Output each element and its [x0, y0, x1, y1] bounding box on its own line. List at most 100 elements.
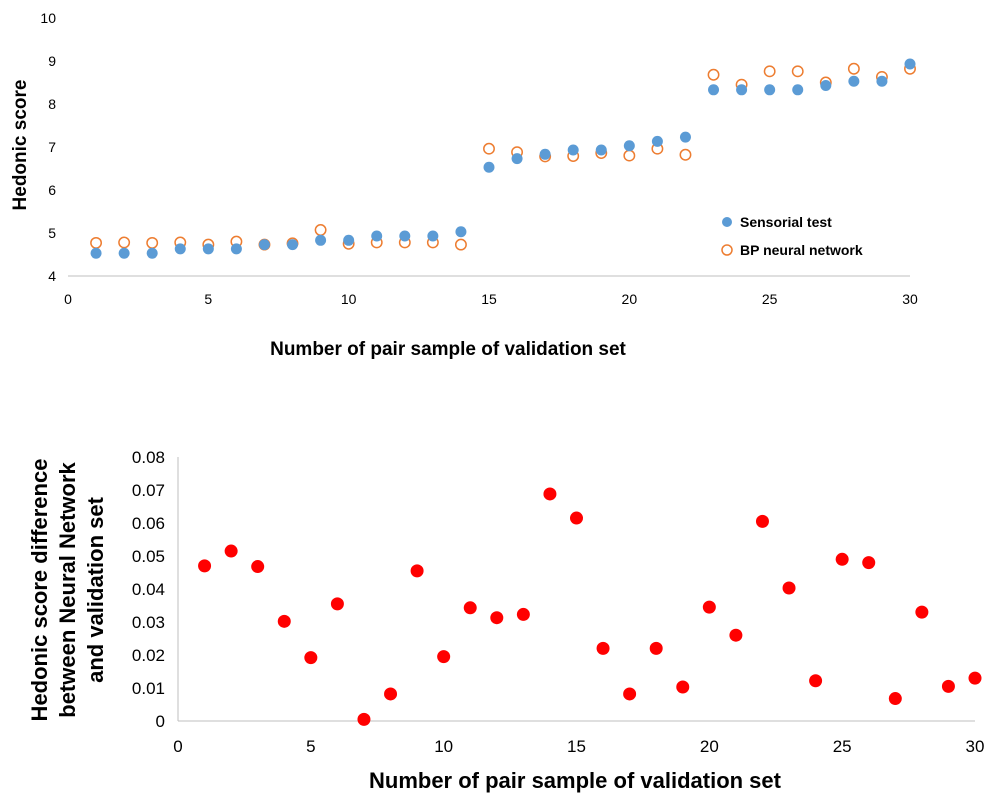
sensorial-test-point [511, 153, 523, 165]
sensorial-test-point [455, 226, 467, 238]
chart2-y-tick-label: 0.02 [132, 646, 165, 665]
chart-score-difference: 0 5 10 15 20 25 30 0 0.01 0.02 0.03 0.04 0.05 0.06 0.… [27, 448, 984, 793]
chart1-y-tick-label: 7 [48, 139, 56, 155]
difference-point [224, 544, 238, 558]
difference-point [357, 712, 371, 726]
chart2-x-ticks: 0 5 10 15 20 25 30 [173, 737, 984, 756]
chart2-y-tick-label: 0.07 [132, 481, 165, 500]
chart1-y-tick-label: 10 [40, 10, 56, 26]
legend-marker-bp-neural-network [721, 244, 733, 256]
sensorial-test-point [315, 234, 327, 246]
bp-neural-network-point [707, 68, 720, 81]
chart2-y-tick-label: 0.04 [132, 580, 165, 599]
chart2-y-axis-title-line-2: between Neural Network [55, 461, 80, 717]
bp-neural-network-point [623, 149, 636, 162]
difference-point [623, 687, 637, 701]
difference-point [198, 559, 212, 573]
chart2-x-axis-title: Number of pair sample of validation set [369, 768, 782, 793]
sensorial-test-point [258, 239, 270, 251]
difference-point [676, 680, 690, 694]
bp-neural-network-point [90, 236, 103, 249]
difference-point [463, 601, 477, 615]
chart1-y-ticks: 4 5 6 7 8 9 10 [40, 10, 56, 284]
sensorial-test-point [876, 75, 888, 87]
difference-point [915, 605, 929, 619]
sensorial-test-point [539, 148, 551, 160]
sensorial-test-point [343, 234, 355, 246]
chart-hedonic-score: 0 5 10 15 20 25 30 4 5 6 7 8 9 10 Number of pair sam… [10, 10, 918, 360]
chart1-legend: Sensorial test BP neural network [721, 214, 863, 258]
chart1-y-tick-label: 8 [48, 96, 56, 112]
chart1-x-axis-title: Number of pair sample of validation set [270, 339, 626, 360]
sensorial-test-point [708, 84, 720, 96]
chart1-y-tick-label: 4 [48, 268, 56, 284]
chart2-y-axis-title: Hedonic score difference between Neural … [27, 459, 108, 722]
bp-neural-network-point [791, 65, 804, 78]
bp-neural-network-point [679, 148, 692, 161]
sensorial-test-point [287, 239, 299, 251]
sensorial-test-point [736, 84, 748, 96]
sensorial-test-point [118, 247, 130, 259]
chart2-x-tick-label: 30 [966, 737, 985, 756]
bp-neural-network-point [118, 236, 131, 249]
difference-point [516, 607, 530, 621]
bp-neural-network-point [314, 224, 327, 236]
sensorial-test-point [567, 144, 579, 156]
sensorial-test-point [146, 247, 158, 259]
chart2-x-tick-label: 15 [567, 737, 586, 756]
bp-neural-network-point [146, 236, 159, 249]
difference-point [862, 556, 876, 570]
chart1-y-axis-title: Hedonic score [10, 80, 31, 211]
difference-point [968, 671, 982, 685]
difference-point [649, 641, 663, 655]
sensorial-test-point [651, 135, 663, 147]
difference-point [835, 552, 849, 566]
difference-point [729, 628, 743, 642]
bp-neural-network-point [763, 65, 776, 78]
chart1-series-sensorial-test [90, 58, 916, 259]
chart1-y-tick-label: 6 [48, 182, 56, 198]
chart1-x-tick-label: 25 [762, 291, 778, 307]
chart2-series-difference [198, 487, 982, 726]
sensorial-test-point [820, 80, 832, 92]
sensorial-test-point [399, 230, 411, 242]
chart1-y-tick-label: 9 [48, 53, 56, 69]
sensorial-test-point [904, 58, 916, 70]
difference-point [570, 511, 583, 525]
chart2-x-tick-label: 5 [306, 737, 315, 756]
difference-point [277, 614, 291, 628]
bp-neural-network-point [847, 62, 860, 75]
difference-point [888, 692, 902, 706]
legend-label-bp-neural-network: BP neural network [740, 242, 863, 258]
sensorial-test-point [623, 140, 635, 152]
difference-point [251, 560, 265, 574]
sensorial-test-point [595, 144, 607, 156]
sensorial-test-point [174, 243, 186, 255]
sensorial-test-point [483, 161, 495, 173]
difference-point [755, 514, 769, 528]
chart2-x-tick-label: 25 [833, 737, 852, 756]
chart2-y-tick-label: 0.03 [132, 613, 165, 632]
difference-point [543, 487, 557, 501]
chart1-x-tick-label: 5 [204, 291, 212, 307]
sensorial-test-point [848, 75, 860, 87]
chart1-x-tick-label: 15 [481, 291, 497, 307]
bp-neural-network-point [454, 238, 467, 251]
sensorial-test-point [792, 84, 804, 96]
chart2-y-tick-label: 0.08 [132, 448, 165, 467]
sensorial-test-point [230, 243, 242, 255]
difference-point [702, 600, 716, 614]
chart2-x-tick-label: 20 [700, 737, 719, 756]
chart1-x-tick-label: 20 [622, 291, 638, 307]
chart2-y-tick-label: 0.01 [132, 679, 165, 698]
difference-point [596, 641, 610, 655]
difference-point [490, 611, 504, 625]
chart2-y-tick-label: 0.05 [132, 547, 165, 566]
bp-neural-network-point [483, 142, 495, 155]
chart1-x-ticks: 0 5 10 15 20 25 30 [64, 291, 918, 307]
chart2-y-ticks: 0 0.01 0.02 0.03 0.04 0.05 0.06 0.07 0.08 [132, 448, 165, 731]
chart2-y-tick-label: 0.06 [132, 514, 165, 533]
sensorial-test-point [679, 131, 691, 143]
sensorial-test-point [764, 84, 776, 96]
